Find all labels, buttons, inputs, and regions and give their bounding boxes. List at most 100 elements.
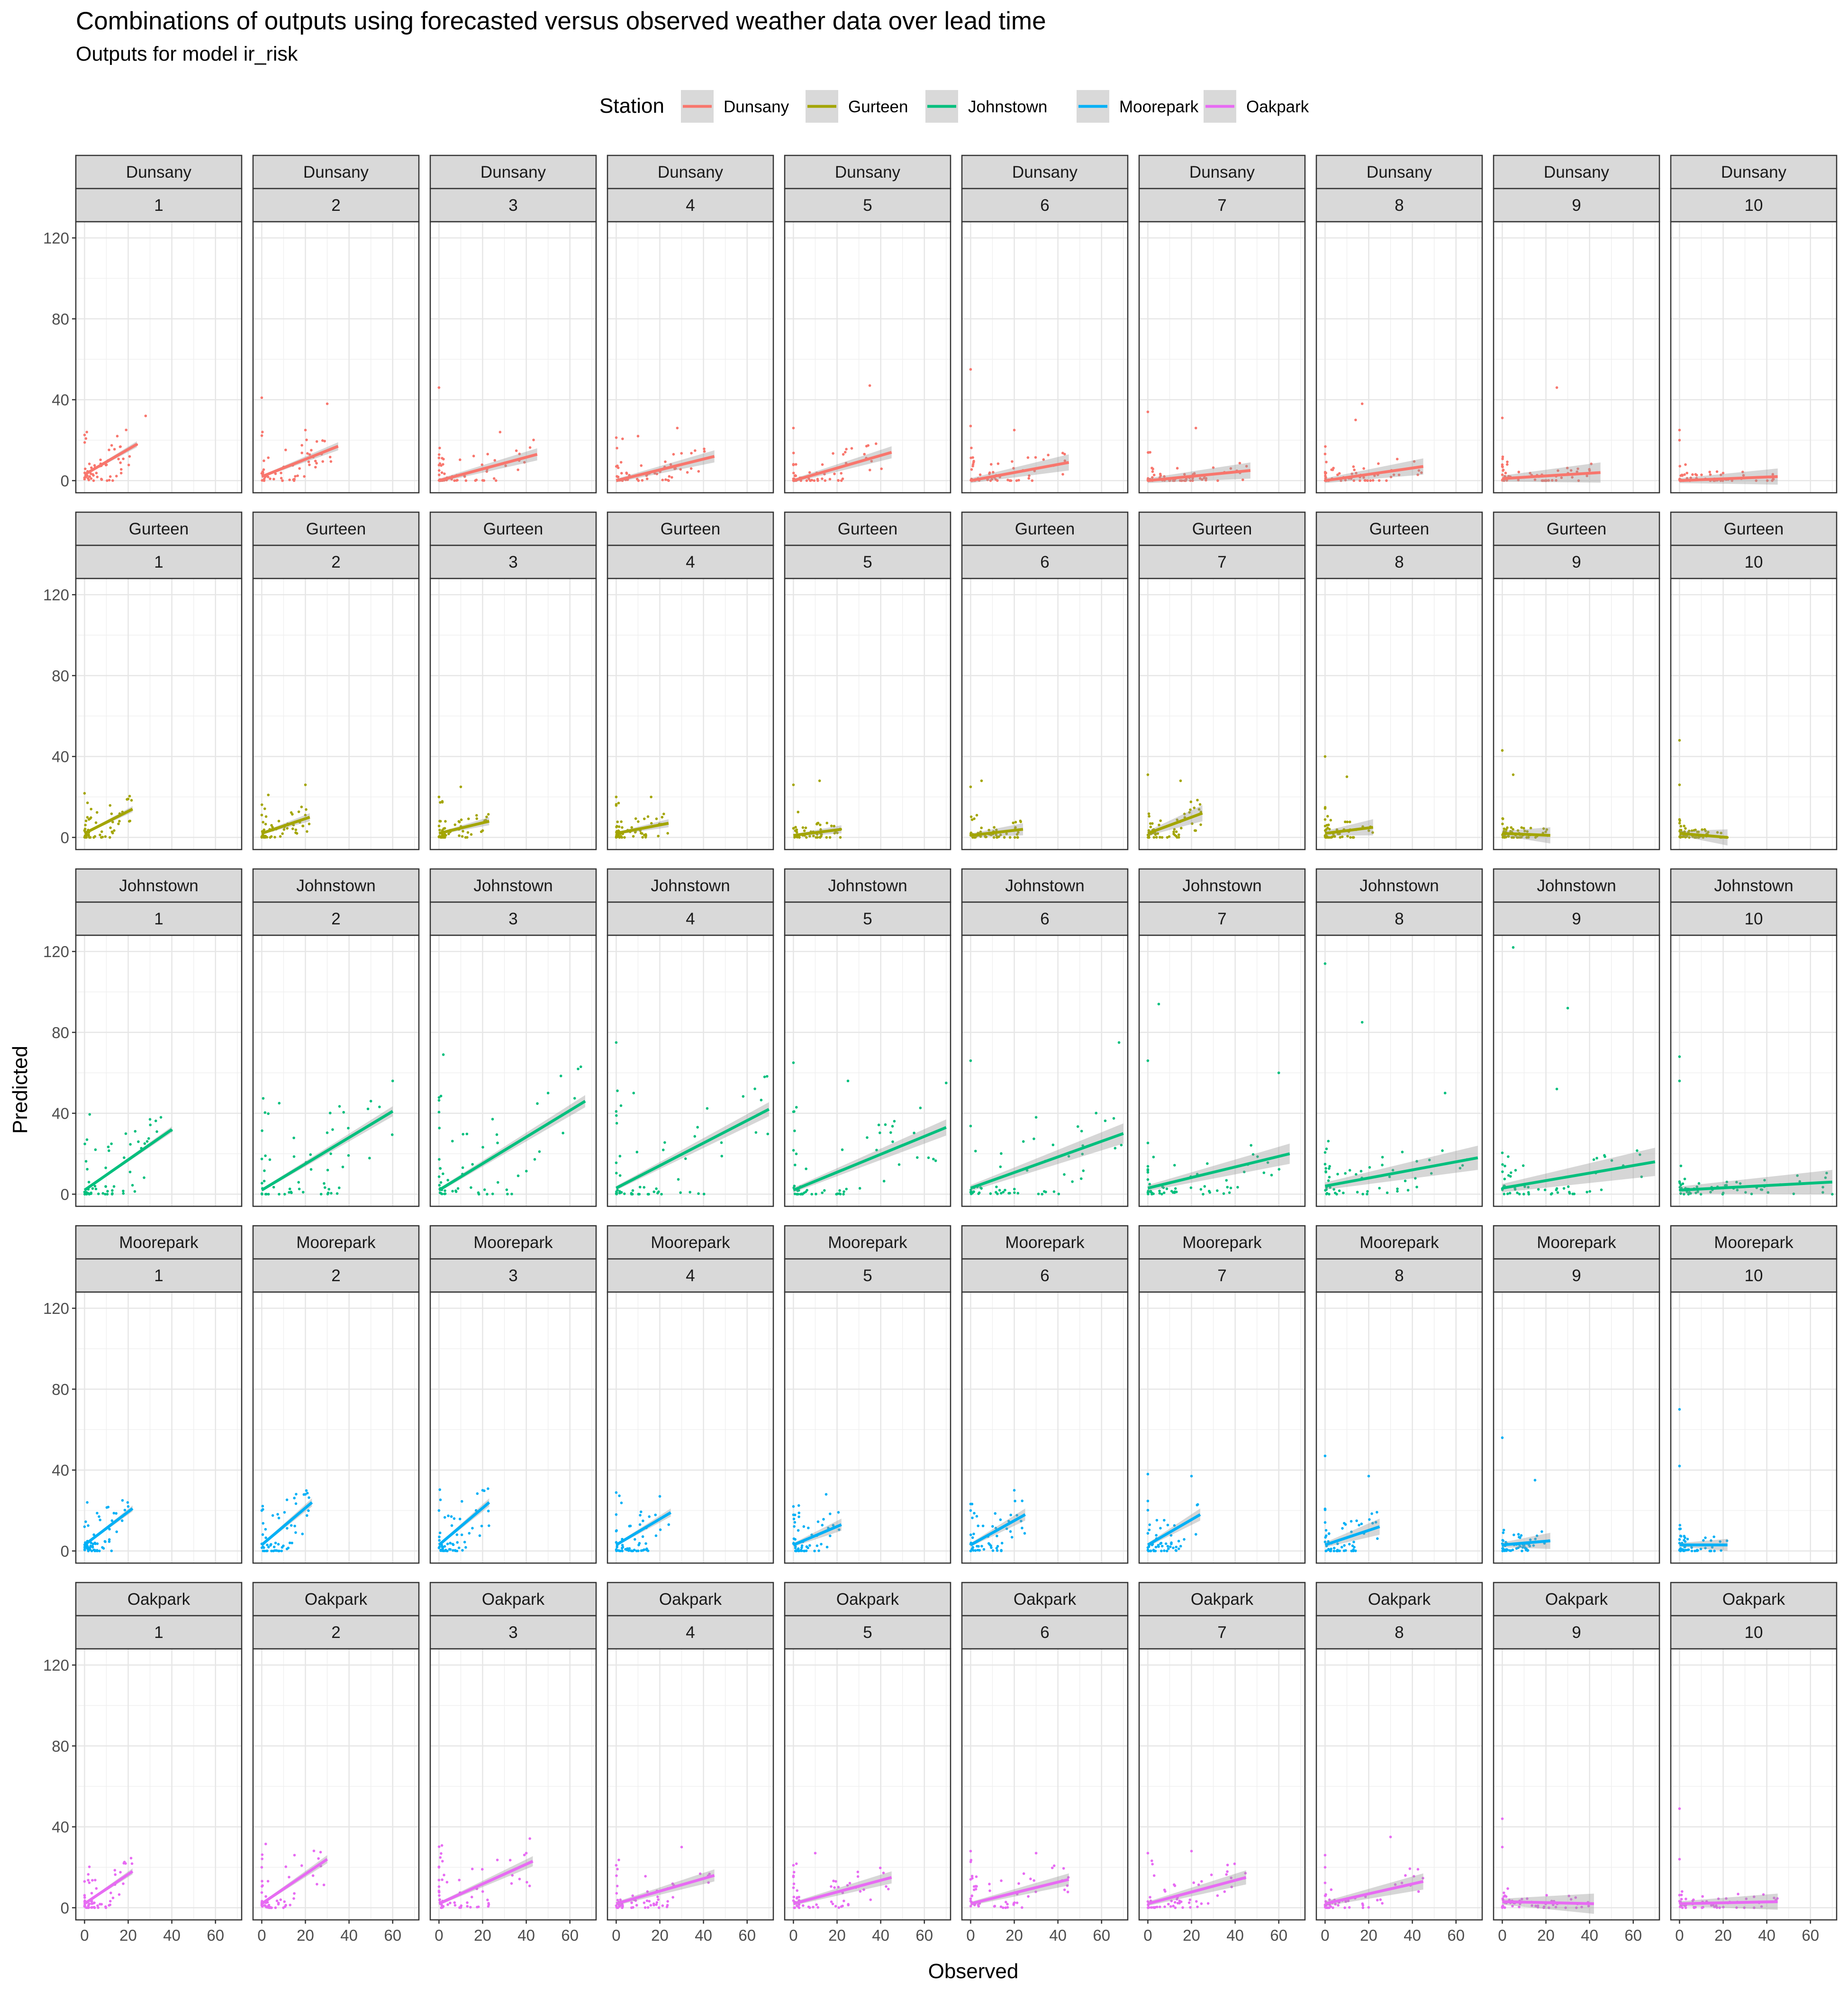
data-point <box>1542 827 1545 830</box>
data-point <box>997 835 1000 838</box>
data-point <box>308 823 311 825</box>
data-point <box>1063 1173 1066 1176</box>
data-point <box>875 1149 878 1152</box>
data-point <box>1391 1168 1395 1172</box>
data-point <box>1167 1547 1170 1550</box>
data-point <box>306 830 308 833</box>
data-point <box>1678 1538 1681 1541</box>
data-point <box>510 1882 513 1885</box>
strip-station-label: Oakpark <box>1368 1590 1431 1609</box>
data-point <box>1682 1549 1685 1553</box>
data-point <box>1356 1191 1359 1194</box>
data-point <box>264 1154 267 1158</box>
data-point <box>437 1866 441 1869</box>
data-point <box>870 460 873 463</box>
y-tick-label: 120 <box>43 943 69 960</box>
trend-line <box>793 451 892 482</box>
strip-station <box>1493 154 1660 190</box>
data-point <box>1501 1436 1504 1439</box>
data-point <box>720 1155 724 1158</box>
data-point <box>1588 469 1591 472</box>
data-point <box>794 463 797 466</box>
data-point <box>1149 825 1152 829</box>
data-point <box>1376 1537 1379 1540</box>
data-point <box>1543 479 1547 482</box>
data-point <box>447 832 450 835</box>
data-point <box>447 1514 450 1518</box>
data-point <box>1517 1533 1520 1536</box>
data-point <box>450 1524 453 1527</box>
data-point <box>311 1874 315 1877</box>
strip-lead-label: 1 <box>154 1623 163 1642</box>
trend-line <box>793 1126 947 1192</box>
data-point <box>281 479 284 482</box>
x-tick-label: 40 <box>517 1927 535 1944</box>
data-point <box>1154 1546 1158 1549</box>
data-point <box>92 474 95 477</box>
data-point <box>1190 1474 1193 1478</box>
data-point <box>1034 456 1037 459</box>
panel-background <box>76 935 242 1206</box>
data-point <box>655 817 658 820</box>
data-point <box>87 1524 90 1527</box>
data-point <box>260 1866 263 1869</box>
strip-station-label: Moorepark <box>1537 1233 1616 1252</box>
data-point <box>792 1505 795 1508</box>
data-point <box>637 1543 640 1547</box>
strip-station-label: Moorepark <box>1005 1233 1085 1252</box>
data-point <box>620 1549 624 1552</box>
data-point <box>1226 1863 1229 1866</box>
data-point <box>839 836 842 839</box>
data-point <box>283 1511 286 1514</box>
strip-station-label: Gurteen <box>1547 520 1606 538</box>
data-point <box>438 1894 441 1897</box>
x-tick-label: 20 <box>1360 1927 1377 1944</box>
data-point <box>1327 823 1330 826</box>
data-point <box>1690 829 1694 832</box>
data-point <box>1713 1549 1716 1553</box>
data-point <box>159 1116 163 1119</box>
data-point <box>441 457 444 460</box>
data-point <box>792 1537 796 1540</box>
data-point <box>1337 832 1340 835</box>
data-point <box>1430 1172 1433 1175</box>
data-point <box>1148 815 1150 818</box>
data-point <box>496 1858 499 1862</box>
data-point <box>1678 1180 1681 1183</box>
data-point <box>615 1114 618 1117</box>
x-tick-label: 20 <box>474 1927 491 1944</box>
data-point <box>440 1906 443 1909</box>
strip-station <box>1315 154 1483 190</box>
trend-line <box>83 443 138 476</box>
data-point <box>1071 1180 1074 1183</box>
data-point <box>301 1191 305 1194</box>
data-point <box>481 479 484 482</box>
strip-lead <box>961 544 1129 579</box>
data-point <box>639 1514 642 1517</box>
data-point <box>814 1852 817 1854</box>
data-point <box>1189 1906 1192 1909</box>
data-point <box>1004 1188 1006 1192</box>
data-point <box>1013 836 1016 839</box>
data-point <box>119 461 122 464</box>
strip-lead-label: 3 <box>508 196 517 215</box>
data-point <box>449 1901 452 1905</box>
data-point <box>638 1523 642 1526</box>
data-point <box>1555 479 1558 482</box>
data-point <box>792 1882 796 1885</box>
y-tick-label: 80 <box>52 1024 69 1041</box>
strip-station-label: Oakpark <box>1722 1590 1785 1609</box>
data-point <box>1323 1521 1327 1524</box>
data-point <box>823 472 826 476</box>
data-point <box>815 1903 818 1906</box>
data-point <box>805 1167 807 1170</box>
data-point <box>1766 1191 1770 1194</box>
data-point <box>1736 1188 1739 1192</box>
data-point <box>1179 779 1182 782</box>
data-point <box>1147 812 1150 815</box>
x-tick-label: 40 <box>1758 1927 1776 1944</box>
panel-border <box>252 221 420 494</box>
